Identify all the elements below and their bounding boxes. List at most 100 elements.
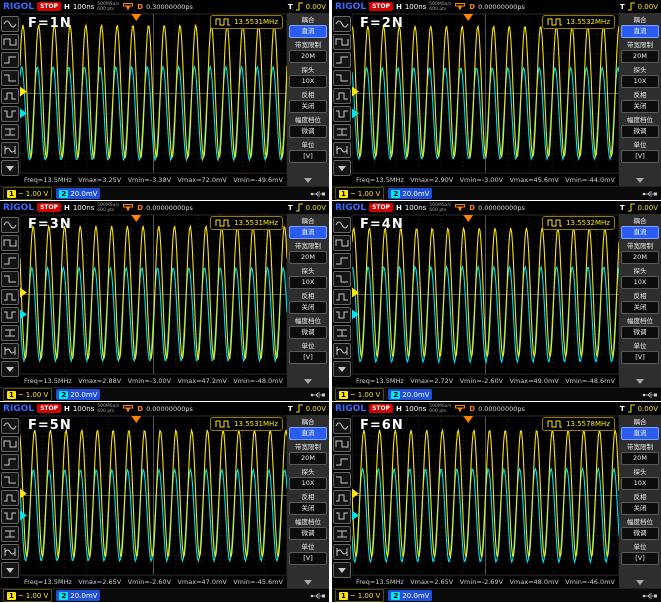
sine-wave-icon[interactable] bbox=[1, 418, 19, 434]
rise-time-icon[interactable] bbox=[333, 253, 351, 269]
run-state-badge[interactable]: STOP bbox=[369, 404, 393, 413]
negative-pulse-icon[interactable] bbox=[1, 307, 19, 323]
menu-item-unit[interactable]: 单位 [V] bbox=[289, 342, 327, 364]
trigger-position-indicator[interactable] bbox=[122, 2, 134, 11]
timebase-value[interactable]: 100ns bbox=[72, 2, 95, 11]
channel2-status[interactable]: 2 20.0mV bbox=[388, 590, 433, 601]
positive-pulse-icon[interactable] bbox=[333, 490, 351, 506]
positive-pulse-icon[interactable] bbox=[333, 289, 351, 305]
period-icon[interactable] bbox=[333, 142, 351, 158]
menu-item-volts-scale[interactable]: 幅度档位 微调 bbox=[621, 518, 659, 540]
trigger-level-value[interactable]: 0.00V bbox=[637, 2, 658, 11]
channel2-status[interactable]: 2 20.0mV bbox=[56, 188, 101, 199]
timebase-value[interactable]: 100ns bbox=[72, 404, 95, 413]
positive-pulse-icon[interactable] bbox=[333, 88, 351, 104]
menu-item-coupling[interactable]: 耦合 直流 bbox=[289, 217, 327, 239]
fall-time-icon[interactable] bbox=[1, 472, 19, 488]
menu-item-coupling[interactable]: 耦合 直流 bbox=[621, 418, 659, 440]
positive-pulse-icon[interactable] bbox=[1, 490, 19, 506]
square-wave-icon[interactable] bbox=[333, 436, 351, 452]
period-icon[interactable] bbox=[333, 343, 351, 359]
trigger-level-value[interactable]: 0.00V bbox=[637, 203, 658, 212]
channel1-status[interactable]: 1 ~ 1.00 V bbox=[3, 589, 53, 602]
negative-pulse-icon[interactable] bbox=[1, 508, 19, 524]
fall-time-icon[interactable] bbox=[333, 271, 351, 287]
menu-item-probe[interactable]: 探头 10X bbox=[621, 66, 659, 88]
period-icon[interactable] bbox=[1, 142, 19, 158]
trigger-level-value[interactable]: 0.00V bbox=[305, 404, 326, 413]
sine-wave-icon[interactable] bbox=[333, 16, 351, 32]
rise-time-icon[interactable] bbox=[1, 253, 19, 269]
menu-item-bandwidth-limit[interactable]: 带宽限制 20M bbox=[289, 242, 327, 264]
menu-item-coupling[interactable]: 耦合 直流 bbox=[289, 418, 327, 440]
fall-time-icon[interactable] bbox=[1, 70, 19, 86]
trigger-level-value[interactable]: 0.00V bbox=[305, 2, 326, 11]
amplitude-icon[interactable] bbox=[1, 325, 19, 341]
menu-item-probe[interactable]: 探头 10X bbox=[289, 66, 327, 88]
menu-item-coupling[interactable]: 耦合 直流 bbox=[621, 16, 659, 38]
menu-item-invert[interactable]: 反相 关闭 bbox=[289, 493, 327, 515]
page-down-icon[interactable] bbox=[333, 562, 351, 578]
menu-item-bandwidth-limit[interactable]: 带宽限制 20M bbox=[289, 41, 327, 63]
channel2-status[interactable]: 2 20.0mV bbox=[56, 590, 101, 601]
timebase-value[interactable]: 100ns bbox=[404, 203, 427, 212]
sine-wave-icon[interactable] bbox=[1, 217, 19, 233]
menu-item-invert[interactable]: 反相 关闭 bbox=[621, 91, 659, 113]
run-state-badge[interactable]: STOP bbox=[369, 203, 393, 212]
menu-item-invert[interactable]: 反相 关闭 bbox=[621, 292, 659, 314]
channel1-status[interactable]: 1 ~ 1.00 V bbox=[3, 187, 53, 200]
fall-time-icon[interactable] bbox=[333, 70, 351, 86]
menu-item-coupling[interactable]: 耦合 直流 bbox=[289, 16, 327, 38]
sine-wave-icon[interactable] bbox=[333, 217, 351, 233]
menu-item-volts-scale[interactable]: 幅度档位 微调 bbox=[289, 116, 327, 138]
menu-item-probe[interactable]: 探头 10X bbox=[289, 267, 327, 289]
negative-pulse-icon[interactable] bbox=[333, 307, 351, 323]
timebase-value[interactable]: 100ns bbox=[404, 404, 427, 413]
channel1-status[interactable]: 1 ~ 1.00 V bbox=[335, 589, 385, 602]
amplitude-icon[interactable] bbox=[333, 526, 351, 542]
menu-item-volts-scale[interactable]: 幅度档位 微调 bbox=[621, 116, 659, 138]
menu-page-down-icon[interactable] bbox=[621, 579, 659, 586]
menu-item-volts-scale[interactable]: 幅度档位 微调 bbox=[289, 317, 327, 339]
square-wave-icon[interactable] bbox=[1, 34, 19, 50]
amplitude-icon[interactable] bbox=[1, 124, 19, 140]
menu-item-probe[interactable]: 探头 10X bbox=[621, 267, 659, 289]
rise-time-icon[interactable] bbox=[333, 454, 351, 470]
channel1-status[interactable]: 1 ~ 1.00 V bbox=[335, 187, 385, 200]
fall-time-icon[interactable] bbox=[333, 472, 351, 488]
run-state-badge[interactable]: STOP bbox=[37, 203, 61, 212]
menu-item-unit[interactable]: 单位 [V] bbox=[621, 342, 659, 364]
menu-item-unit[interactable]: 单位 [V] bbox=[289, 141, 327, 163]
period-icon[interactable] bbox=[333, 544, 351, 560]
menu-item-probe[interactable]: 探头 10X bbox=[621, 468, 659, 490]
square-wave-icon[interactable] bbox=[1, 235, 19, 251]
sine-wave-icon[interactable] bbox=[1, 16, 19, 32]
channel2-status[interactable]: 2 20.0mV bbox=[388, 188, 433, 199]
trigger-position-indicator[interactable] bbox=[122, 203, 134, 212]
trigger-level-value[interactable]: 0.00V bbox=[305, 203, 326, 212]
run-state-badge[interactable]: STOP bbox=[37, 2, 61, 11]
negative-pulse-icon[interactable] bbox=[333, 508, 351, 524]
menu-item-unit[interactable]: 单位 [V] bbox=[289, 543, 327, 565]
positive-pulse-icon[interactable] bbox=[1, 289, 19, 305]
menu-page-down-icon[interactable] bbox=[289, 378, 327, 385]
sine-wave-icon[interactable] bbox=[333, 418, 351, 434]
rise-time-icon[interactable] bbox=[1, 52, 19, 68]
menu-item-bandwidth-limit[interactable]: 带宽限制 20M bbox=[621, 242, 659, 264]
menu-item-unit[interactable]: 单位 [V] bbox=[621, 543, 659, 565]
trigger-position-indicator[interactable] bbox=[454, 404, 466, 413]
rise-time-icon[interactable] bbox=[333, 52, 351, 68]
channel2-status[interactable]: 2 20.0mV bbox=[56, 389, 101, 400]
channel1-status[interactable]: 1 ~ 1.00 V bbox=[335, 388, 385, 401]
trigger-position-indicator[interactable] bbox=[454, 2, 466, 11]
menu-item-invert[interactable]: 反相 关闭 bbox=[289, 91, 327, 113]
menu-page-down-icon[interactable] bbox=[621, 177, 659, 184]
period-icon[interactable] bbox=[1, 544, 19, 560]
positive-pulse-icon[interactable] bbox=[1, 88, 19, 104]
square-wave-icon[interactable] bbox=[1, 436, 19, 452]
negative-pulse-icon[interactable] bbox=[1, 106, 19, 122]
square-wave-icon[interactable] bbox=[333, 34, 351, 50]
timebase-value[interactable]: 100ns bbox=[72, 203, 95, 212]
menu-item-invert[interactable]: 反相 关闭 bbox=[621, 493, 659, 515]
page-down-icon[interactable] bbox=[333, 160, 351, 176]
